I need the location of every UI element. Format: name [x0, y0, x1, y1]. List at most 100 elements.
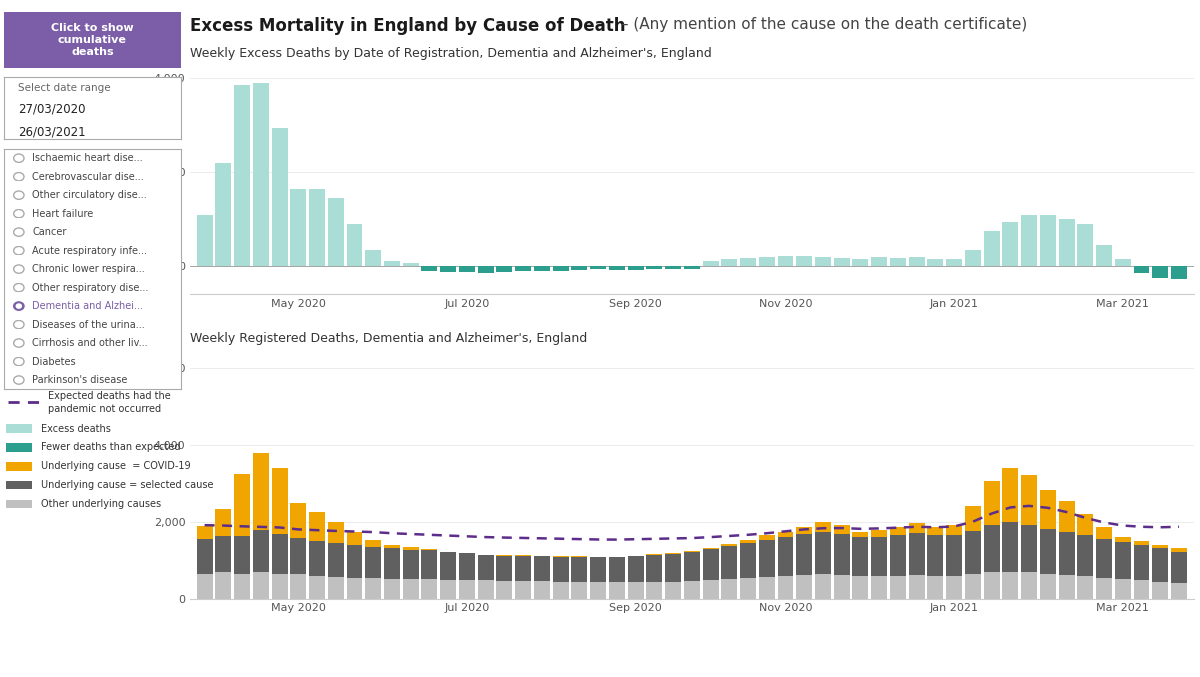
- Text: Parkinson's disease: Parkinson's disease: [32, 375, 127, 385]
- Bar: [797, 256, 812, 266]
- Text: Diseases of the urina...: Diseases of the urina...: [32, 320, 145, 330]
- Bar: [628, 582, 643, 599]
- Bar: [965, 506, 980, 531]
- Bar: [590, 582, 606, 599]
- Text: Underlying cause  = COVID-19: Underlying cause = COVID-19: [41, 462, 191, 471]
- Bar: [815, 522, 830, 532]
- Bar: [946, 259, 962, 266]
- Bar: [928, 527, 943, 536]
- Text: Click to show
cumulative
deaths: Click to show cumulative deaths: [52, 23, 133, 57]
- Bar: [347, 224, 362, 266]
- Bar: [758, 536, 775, 540]
- Bar: [665, 582, 682, 599]
- Bar: [721, 579, 737, 599]
- Bar: [347, 544, 362, 577]
- Bar: [1058, 501, 1074, 532]
- Bar: [1134, 266, 1150, 274]
- Bar: [984, 481, 1000, 525]
- Bar: [908, 575, 925, 599]
- Text: Cerebrovascular dise...: Cerebrovascular dise...: [32, 172, 144, 181]
- Bar: [928, 259, 943, 266]
- Bar: [1171, 583, 1187, 599]
- Bar: [890, 527, 906, 535]
- Bar: [665, 553, 682, 554]
- Bar: [1078, 576, 1093, 599]
- Bar: [778, 538, 793, 576]
- Bar: [628, 556, 643, 582]
- Bar: [310, 512, 325, 542]
- Bar: [403, 547, 419, 550]
- Bar: [553, 582, 569, 599]
- Bar: [1171, 548, 1187, 552]
- Bar: [797, 534, 812, 575]
- Bar: [1152, 266, 1169, 278]
- Text: Select date range: Select date range: [18, 83, 110, 93]
- Bar: [684, 552, 700, 582]
- Bar: [778, 531, 793, 538]
- Text: Heart failure: Heart failure: [32, 209, 94, 219]
- Bar: [890, 258, 906, 266]
- Bar: [758, 540, 775, 577]
- Text: Other respiratory dise...: Other respiratory dise...: [32, 282, 149, 292]
- Bar: [928, 576, 943, 599]
- Bar: [1021, 475, 1037, 525]
- Bar: [1058, 219, 1074, 266]
- Bar: [590, 557, 606, 582]
- Text: Cancer: Cancer: [32, 227, 67, 237]
- Bar: [647, 266, 662, 269]
- Text: Weekly Excess Deaths by Date of Registration, Dementia and Alzheimer's, England: Weekly Excess Deaths by Date of Registra…: [190, 47, 712, 60]
- Bar: [384, 261, 400, 266]
- Bar: [984, 572, 1000, 599]
- Bar: [497, 556, 512, 581]
- Bar: [702, 261, 719, 266]
- Bar: [1078, 536, 1093, 576]
- Bar: [815, 257, 830, 266]
- Bar: [253, 83, 269, 266]
- Bar: [403, 263, 419, 266]
- Bar: [946, 576, 962, 599]
- Bar: [721, 259, 737, 266]
- Bar: [215, 508, 232, 536]
- Bar: [328, 198, 343, 266]
- Bar: [440, 266, 456, 272]
- Bar: [740, 258, 756, 266]
- Bar: [328, 577, 343, 599]
- Text: Other circulatory dise...: Other circulatory dise...: [32, 190, 148, 200]
- Bar: [328, 543, 343, 577]
- Bar: [871, 576, 887, 599]
- Bar: [290, 189, 306, 266]
- Bar: [478, 580, 493, 599]
- Bar: [197, 215, 212, 266]
- Text: 26/03/2021: 26/03/2021: [18, 125, 85, 138]
- Text: 27/03/2020: 27/03/2020: [18, 103, 85, 116]
- Bar: [608, 557, 625, 582]
- Bar: [271, 533, 288, 574]
- Bar: [740, 577, 756, 599]
- Bar: [553, 266, 569, 271]
- Circle shape: [13, 302, 24, 310]
- Bar: [852, 531, 869, 538]
- Bar: [1115, 542, 1130, 580]
- Text: Dementia and Alzhei...: Dementia and Alzhei...: [32, 301, 144, 311]
- Bar: [1115, 536, 1130, 542]
- Bar: [458, 553, 475, 580]
- Bar: [984, 525, 1000, 572]
- Text: Diabetes: Diabetes: [32, 357, 76, 366]
- Bar: [946, 536, 962, 576]
- Bar: [197, 526, 212, 540]
- Text: Expected deaths had the
pandemic not occurred: Expected deaths had the pandemic not occ…: [48, 391, 170, 414]
- Bar: [1078, 224, 1093, 266]
- Bar: [571, 266, 587, 270]
- Bar: [310, 576, 325, 599]
- Bar: [197, 574, 212, 599]
- Text: Acute respiratory infe...: Acute respiratory infe...: [32, 246, 148, 256]
- Bar: [815, 532, 830, 574]
- Text: Excess deaths: Excess deaths: [41, 424, 110, 433]
- Bar: [1040, 573, 1056, 599]
- Bar: [515, 556, 532, 581]
- Bar: [984, 231, 1000, 266]
- Bar: [515, 581, 532, 599]
- Bar: [684, 582, 700, 599]
- Bar: [740, 540, 756, 543]
- Bar: [328, 522, 343, 543]
